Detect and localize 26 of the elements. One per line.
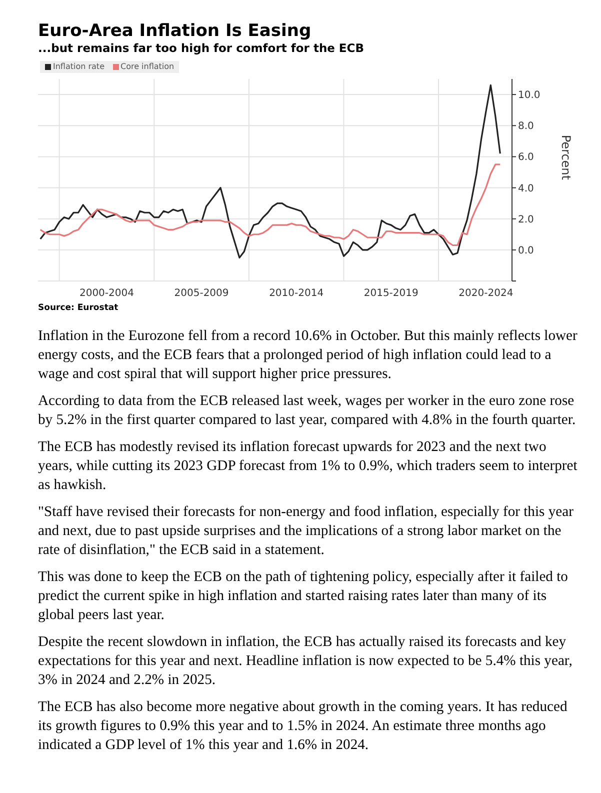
x-tick-label: 2005-2009	[174, 288, 229, 300]
y-tick-label: 6.0	[518, 152, 534, 164]
legend-label: Core inflation	[120, 61, 174, 73]
chart-subtitle: ...but remains far too high for comfort for the ECB	[38, 41, 365, 55]
text: According to data from the ECB released last week, wages per worker in the euro zone rose by 5.2% in the first quarter compared to last year, compared with 4.8% in the fourth quarter.	[38, 392, 577, 430]
line-series	[40, 164, 501, 246]
chart-title: Euro-Area Inflation Is Easing	[38, 21, 312, 41]
y-axis-title: Percent	[558, 134, 573, 180]
x-tick-label: 2015-2019	[364, 288, 418, 300]
text: The ECB has modestly revised its inflation forecast upwards for 2023 and the next two years, while cutting its 2023 GDP forecast from 1% to 0.9%, which traders seem to interpret as hawkish.	[38, 438, 578, 495]
text: This was done to keep the ECB on the path of tightening policy, especially after it failed to predict the current spike in high inflation and started raising rates later than many of its global peers last year.	[38, 568, 569, 625]
text: The ECB has also become more negative about growth in the coming years. It has reduced its growth figures to 0.9% this year and to 1.5% in 2024. An estimate three months ago indicated a GDP level of 1% this year and 1.6% in 2024.	[38, 698, 568, 755]
y-tick-label: 2.0	[518, 214, 534, 226]
text: Inflation in the Eurozone fell from a record 10.6% in October. But this mainly reflects lower energy costs, and the ECB fears that a prolonged period of high inflation could lead to a wage and cost spiral that will support higher price pressures.	[38, 327, 578, 384]
x-tick-label: 2020-2024	[458, 288, 514, 300]
source-note: Source: Eurostat	[38, 303, 120, 313]
y-tick-label: 4.0	[518, 183, 534, 194]
y-tick-label: 8.0	[518, 121, 534, 132]
y-tick-label: 0.0	[518, 245, 534, 256]
text: Despite the recent slowdown in inflation, the ECB has actually raised its forecasts and key expectations for this year and next. Headline inflation is now expected to be 5.4% this year, 3% in 2024 and 2.2% in 2025.	[38, 633, 574, 690]
y-tick-label: 10.0	[518, 90, 540, 102]
line-series	[40, 84, 501, 258]
text: "Staff have revised their forecasts for non-energy and food inflation, especially for this year and next, due to past upside surprises and the implications of a strong labor market on the rate of disinflation," the ECB said in a statement.	[38, 503, 574, 560]
legend-label: Inflation rate	[52, 61, 104, 73]
x-tick-label: 2000-2004	[79, 288, 134, 300]
x-tick-label: 2010-2014	[269, 288, 324, 300]
